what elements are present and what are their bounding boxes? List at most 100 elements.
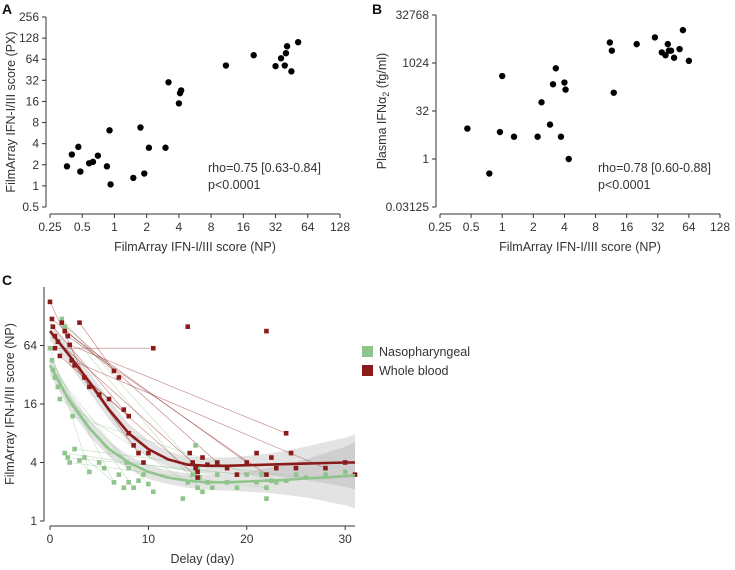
panel-b-point	[552, 65, 560, 72]
panel-c-point-nasopharyngeal	[185, 480, 191, 485]
panel-a-point	[282, 49, 290, 57]
panel-c-point-whole-blood	[214, 460, 220, 465]
panel-b-point	[486, 170, 493, 177]
panel-c-point-nasopharyngeal	[141, 472, 146, 477]
panel-c-point-whole-blood	[273, 465, 279, 471]
panel-c-point-nasopharyngeal	[195, 485, 200, 491]
panel-c-point-nasopharyngeal	[59, 316, 65, 322]
panel-b-point	[499, 72, 506, 80]
panel-c-point-whole-blood	[77, 320, 82, 325]
panel-c-point-whole-blood	[283, 430, 289, 436]
panel-b-point	[676, 45, 683, 53]
panel-b-point	[667, 47, 675, 54]
panel-c-fit-whole-blood	[48, 330, 355, 468]
panel-c-point-nasopharyngeal	[55, 384, 61, 390]
panel-c-point-whole-blood	[264, 472, 269, 477]
panel-c-point-whole-blood	[87, 384, 92, 390]
panel-c-point-nasopharyngeal	[136, 478, 141, 483]
legend-swatch-whole-blood	[362, 365, 373, 376]
panel-c-point-nasopharyngeal	[342, 469, 348, 475]
panel-a-rho: rho=0.75 [0.63-0.84]	[208, 161, 321, 175]
panel-b-point	[670, 54, 678, 61]
panel-c-trajectory-line	[51, 318, 115, 372]
panel-c-point-whole-blood	[136, 450, 141, 456]
panel-c-trajectory-line	[57, 341, 193, 463]
panel-c-point-nasopharyngeal	[70, 413, 75, 419]
panel-c-point-whole-blood	[195, 475, 200, 480]
panel-c-point-whole-blood	[244, 460, 250, 465]
panel-a-point	[288, 68, 295, 75]
panel-b-point	[546, 121, 554, 128]
panel-b-x-tick-label: 2	[530, 220, 537, 234]
panel-c-point-nasopharyngeal	[146, 481, 151, 487]
panel-c-point-whole-blood	[264, 328, 269, 334]
panel-c-trajectory-line	[67, 335, 267, 475]
panel-c-point-whole-blood	[254, 450, 259, 456]
panel-b-y-axis-label: Plasma IFNα2 (fg/ml)	[375, 53, 391, 169]
panel-c-point-whole-blood	[106, 396, 112, 402]
panel-b-point	[464, 125, 471, 132]
panel-a-x-tick-label: 4	[176, 220, 183, 234]
panel-b-point	[561, 79, 568, 86]
panel-a-point	[177, 87, 185, 94]
panel-b-point	[664, 40, 671, 48]
panel-c-point-nasopharyngeal	[82, 455, 87, 460]
panel-a-x-tick-label: 0.5	[74, 220, 91, 234]
panel-a-point	[165, 79, 172, 86]
panel-a-y-tick-label: 256	[19, 10, 39, 24]
panel-c-trajectory-line	[59, 398, 188, 483]
panel-c-point-nasopharyngeal	[323, 472, 328, 477]
panel-c-timecourse: 0 10 20 30 1 4 16 64 Delay (day) FilmArray IFN-I/…	[3, 287, 358, 566]
panel-c-point-nasopharyngeal	[77, 458, 82, 463]
panel-a-point	[63, 163, 71, 170]
panel-c-point-nasopharyngeal	[116, 472, 122, 477]
panel-c-point-nasopharyngeal	[293, 472, 299, 477]
panel-c-confidence-bands	[50, 321, 355, 509]
panel-a-point	[77, 168, 84, 175]
panel-a-axes: 0.25 0.5 1 2 4 8 16 32 64 1280.51248163264128256F…	[4, 10, 350, 254]
panel-b-point	[633, 40, 640, 48]
panel-a-point	[294, 38, 302, 46]
panel-c-trajectory-line	[79, 322, 115, 372]
panel-c-trajectory-line	[84, 457, 115, 483]
panel-a-x-tick-label: 16	[237, 220, 251, 234]
panel-c-point-whole-blood	[224, 465, 230, 471]
panel-b-point	[565, 155, 572, 163]
panel-b-y-tick-label: 1	[422, 152, 429, 166]
panel-b-y-tick-label: 32768	[396, 8, 430, 22]
panel-c-point-nasopharyngeal	[65, 455, 71, 460]
panel-a-x-tick-label: 64	[301, 220, 315, 234]
panel-b-y-tick-label: 1024	[402, 56, 429, 70]
panel-a-point	[75, 143, 82, 151]
panel-c-point-nasopharyngeal	[193, 443, 198, 448]
panel-c-fit-nasopharyngeal	[48, 364, 356, 484]
panel-a-point	[68, 151, 76, 158]
panel-c-point-nasopharyngeal	[67, 460, 72, 465]
panel-c-point-whole-blood	[288, 450, 294, 456]
panel-c-point-whole-blood	[49, 316, 55, 322]
panel-a-y-tick-label: 2	[32, 158, 39, 172]
panel-b-rho: rho=0.78 [0.60-0.88]	[598, 161, 711, 175]
panel-c-point-nasopharyngeal	[52, 375, 58, 380]
panel-c-point-nasopharyngeal	[131, 485, 136, 491]
panel-c-point-whole-blood	[67, 342, 72, 348]
panel-a-y-tick-label: 32	[26, 73, 40, 87]
panel-letter-b: B	[372, 1, 382, 17]
panel-a-x-tick-label: 128	[330, 220, 350, 234]
panel-c-y-tick-label: 64	[24, 339, 38, 353]
panel-b-axes: 0.25 0.5 1 2 4 8 16 32 64 128 0.03125 1 32 1024 32768 F…	[375, 8, 730, 254]
panel-c-point-nasopharyngeal	[87, 469, 92, 475]
panel-a-y-tick-label: 4	[32, 137, 39, 151]
panel-c-point-nasopharyngeal	[101, 465, 107, 471]
panel-b-pvalue: p<0.0001	[598, 178, 651, 192]
panel-c-point-whole-blood	[121, 407, 127, 412]
panel-b-point	[651, 34, 659, 41]
panel-a-x-tick-label: 32	[269, 220, 283, 234]
panel-b-points	[464, 26, 693, 177]
panel-c-y-tick-label: 16	[24, 397, 38, 411]
panel-c-point-nasopharyngeal	[111, 480, 117, 485]
panel-b-point	[534, 133, 541, 140]
panel-b-y-tick-label: 0.03125	[386, 200, 430, 214]
panel-b-point	[610, 89, 617, 96]
